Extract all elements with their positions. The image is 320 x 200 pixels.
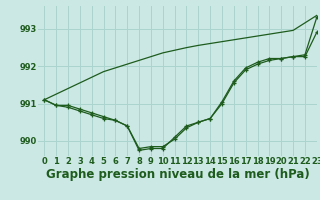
X-axis label: Graphe pression niveau de la mer (hPa): Graphe pression niveau de la mer (hPa) (46, 168, 309, 181)
